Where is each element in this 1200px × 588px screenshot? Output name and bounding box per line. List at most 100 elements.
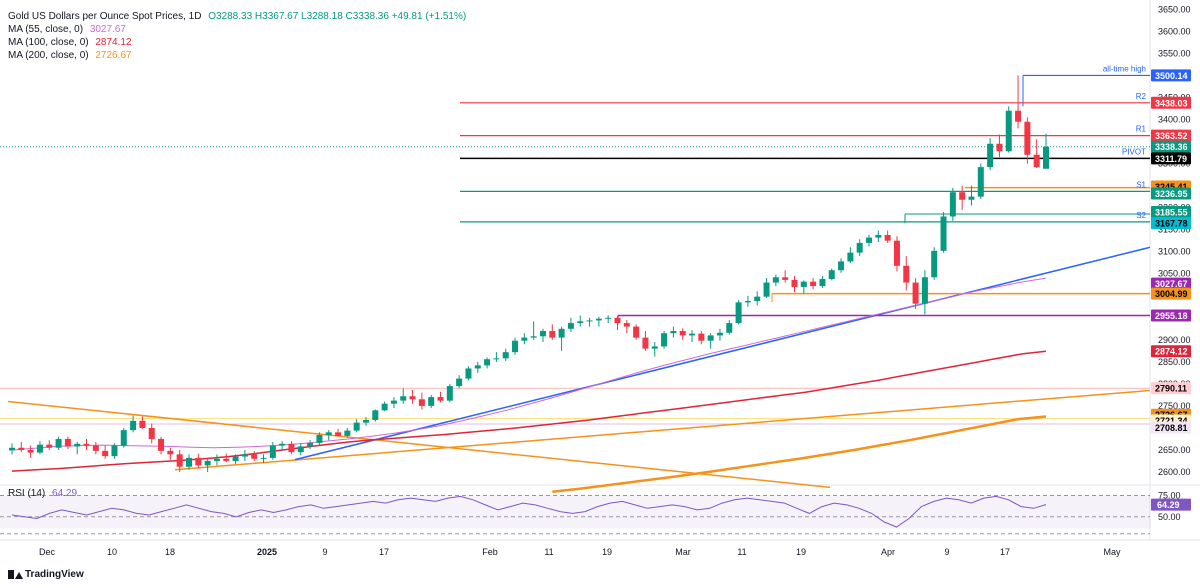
candle-body [996, 143, 1003, 152]
candle-body [9, 447, 15, 451]
candle-body [307, 442, 314, 447]
level-label-r2: R2 [1136, 92, 1147, 101]
price-tag [1151, 277, 1191, 290]
x-tick-label: 2025 [257, 547, 277, 557]
candle-body [530, 336, 537, 338]
candle-body [698, 333, 705, 341]
rsi-label: RSI (14) [8, 488, 46, 499]
rsi-band [0, 495, 1150, 529]
price-tag [1151, 345, 1191, 358]
candle-body [139, 420, 146, 428]
candle-body [185, 457, 192, 467]
legend-ma55[interactable]: MA (55, close, 0) 3027.67 [8, 23, 466, 36]
candle-body [819, 279, 826, 287]
price-tag-label: 3236.95 [1155, 189, 1188, 199]
legend-ma200[interactable]: MA (200, close, 0) 2726.67 [8, 49, 466, 62]
candle-body [74, 443, 81, 447]
x-tick-label: Dec [39, 547, 56, 557]
candle-body [148, 427, 155, 439]
ma200-label: MA (200, close, 0) [8, 50, 89, 61]
candle-body [46, 444, 53, 448]
candle-body [567, 323, 574, 329]
candle-body [549, 331, 556, 338]
candle-body [167, 450, 174, 455]
y-tick-label: 3050.00 [1158, 269, 1191, 279]
candle-body [465, 368, 472, 379]
candle-body [810, 281, 817, 287]
candle-body [744, 301, 751, 303]
candle-body [428, 397, 435, 406]
candle-body [325, 432, 332, 435]
level-label-pivot: PIVOT [1122, 147, 1146, 156]
candle-body [83, 443, 90, 446]
candle-body [390, 400, 397, 404]
rsi-value-tag [1151, 498, 1191, 511]
x-tick-label: May [1103, 547, 1121, 557]
orange-uptrend-line [174, 389, 1151, 471]
orange-downtrend-line [7, 400, 831, 489]
price-tag [1151, 421, 1191, 434]
tradingview-brand[interactable]: TradingView [8, 569, 84, 580]
y-tick-label: 3600.00 [1158, 26, 1191, 36]
candle-body [102, 450, 109, 457]
candle-body [335, 432, 342, 436]
tradingview-logo-icon [8, 570, 23, 579]
candle-body [651, 346, 658, 349]
candle-body [893, 240, 900, 266]
ma100-value: 2874.12 [95, 37, 132, 48]
x-tick-label: 9 [944, 547, 949, 557]
candle-body [642, 337, 649, 349]
candle-body [1024, 121, 1031, 155]
candle-body [623, 323, 630, 327]
candle-body [18, 447, 25, 450]
candle-body [158, 438, 165, 451]
candle-body [64, 438, 71, 447]
ma55-label: MA (55, close, 0) [8, 24, 84, 35]
candle-body [1005, 110, 1012, 152]
rsi-tick-label: 50.00 [1158, 512, 1181, 522]
ma55-value: 3027.67 [89, 24, 126, 35]
y-tick-label: 3650.00 [1158, 4, 1191, 14]
candle-body [949, 192, 956, 217]
candle-body [120, 430, 127, 446]
price-tag-label: 3363.52 [1155, 131, 1188, 141]
candle-body [707, 335, 714, 341]
ma100-line [11, 350, 1047, 472]
candle-body [502, 352, 509, 359]
candle-body [213, 458, 220, 461]
y-tick-label: 2900.00 [1158, 335, 1191, 345]
price-tag [1151, 309, 1191, 322]
candle-body [856, 242, 863, 253]
chart-legend: Gold US Dollars per Ounce Spot Prices, 1… [8, 10, 466, 62]
candle-body [754, 296, 761, 302]
price-tag [1151, 206, 1191, 219]
price-tag-label: 3500.14 [1155, 71, 1188, 81]
candle-body [279, 443, 286, 446]
x-tick-label: 19 [796, 547, 806, 557]
y-tick-label: 2750.00 [1158, 401, 1191, 411]
x-tick-label: 9 [322, 547, 327, 557]
candle-body [558, 328, 565, 338]
y-tick-label: 3550.00 [1158, 48, 1191, 58]
legend-ma100[interactable]: MA (100, close, 0) 2874.12 [8, 36, 466, 49]
candle-body [987, 143, 994, 168]
candle-body [474, 365, 481, 369]
candle-body [288, 443, 295, 453]
candle-body [437, 397, 444, 401]
candle-body [912, 282, 919, 304]
symbol-title[interactable]: Gold US Dollars per Ounce Spot Prices, 1… [8, 11, 202, 22]
price-tag-label: 3438.03 [1155, 98, 1188, 108]
candle-body [353, 422, 360, 431]
candle-body [521, 337, 528, 341]
level-label-all-time-high: all-time high [1103, 64, 1146, 73]
candle-body [791, 279, 798, 287]
rsi-legend[interactable]: RSI (14) 64.29 [8, 488, 77, 499]
candle-body [595, 318, 602, 321]
ohlc-values: O3288.33 H3367.67 L3288.18 C3338.36 +49.… [208, 11, 467, 22]
candle-body [176, 454, 183, 467]
candle-body [1043, 146, 1049, 169]
x-tick-label: 17 [379, 547, 389, 557]
price-tag-label: 3027.67 [1155, 279, 1188, 289]
candle-body [195, 457, 202, 466]
candle-body [55, 438, 62, 448]
